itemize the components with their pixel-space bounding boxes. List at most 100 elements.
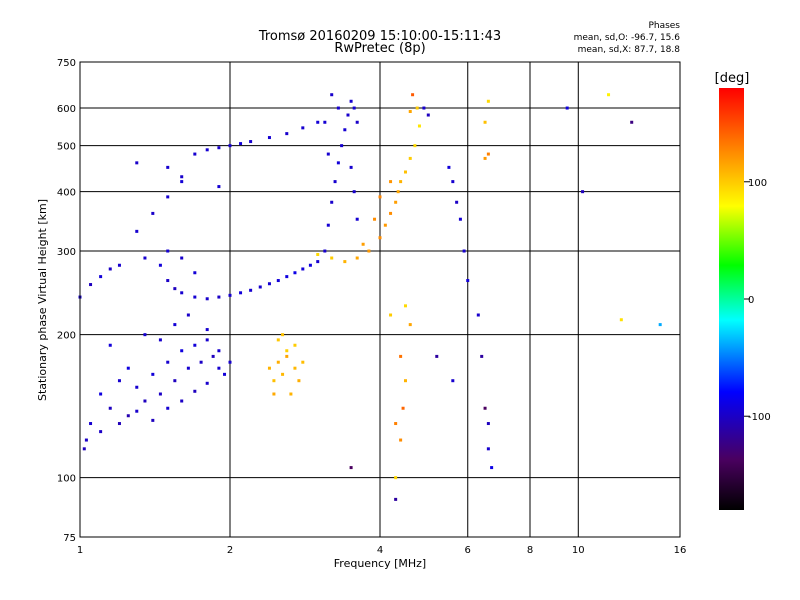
data-point bbox=[326, 152, 330, 156]
data-point bbox=[117, 422, 121, 426]
data-point bbox=[340, 144, 344, 148]
data-point bbox=[228, 360, 232, 364]
colorbar-tick-label: 100 bbox=[748, 178, 767, 189]
data-point bbox=[607, 93, 611, 97]
data-point bbox=[126, 366, 130, 370]
x-tick-label: 16 bbox=[674, 545, 687, 556]
data-point bbox=[193, 343, 197, 347]
colorbar-ticks: 100 0 -100 bbox=[744, 178, 771, 423]
data-point bbox=[316, 260, 320, 264]
data-point bbox=[173, 287, 177, 291]
data-point bbox=[276, 338, 280, 342]
data-point bbox=[308, 263, 312, 267]
data-point bbox=[217, 366, 221, 370]
data-point bbox=[143, 399, 147, 403]
grid-lines bbox=[80, 62, 680, 537]
y-axis-ticks: 75 100 200 300 400 500 600 750 bbox=[57, 58, 76, 544]
data-point bbox=[199, 360, 203, 364]
data-point bbox=[223, 372, 227, 376]
data-point bbox=[205, 297, 209, 301]
data-point bbox=[217, 295, 221, 299]
data-point bbox=[415, 106, 419, 110]
x-tick-label: 4 bbox=[377, 545, 383, 556]
data-point bbox=[486, 447, 490, 451]
data-point bbox=[158, 392, 162, 396]
data-point bbox=[394, 200, 398, 204]
data-point bbox=[217, 349, 221, 353]
data-point bbox=[483, 406, 487, 410]
data-point bbox=[451, 379, 455, 383]
data-point bbox=[281, 372, 285, 376]
data-point bbox=[205, 148, 209, 152]
data-point bbox=[422, 106, 426, 110]
data-point bbox=[205, 338, 209, 342]
data-point bbox=[389, 313, 393, 317]
data-point bbox=[267, 282, 271, 286]
data-point bbox=[343, 260, 347, 264]
data-point bbox=[462, 249, 466, 253]
data-point bbox=[193, 271, 197, 275]
data-point bbox=[143, 256, 147, 260]
data-point bbox=[135, 409, 139, 413]
data-point bbox=[658, 323, 662, 327]
data-point bbox=[285, 349, 289, 353]
data-point bbox=[166, 195, 170, 199]
data-point bbox=[458, 217, 462, 221]
data-point bbox=[476, 313, 480, 317]
data-point bbox=[205, 328, 209, 332]
data-point bbox=[413, 144, 417, 148]
data-point bbox=[466, 279, 470, 283]
data-point bbox=[186, 313, 190, 317]
data-point bbox=[166, 249, 170, 253]
data-point bbox=[396, 190, 400, 194]
data-point bbox=[193, 295, 197, 299]
x-tick-label: 10 bbox=[572, 545, 585, 556]
colorbar-tick-label: 0 bbox=[748, 295, 754, 306]
x-tick-label: 1 bbox=[77, 545, 83, 556]
data-point bbox=[486, 422, 490, 426]
phases-legend: Phases mean, sd,O: -96.7, 15.6 mean, sd,… bbox=[574, 20, 680, 56]
data-point bbox=[367, 249, 371, 253]
y-axis-label: Stationary phase Virtual Height [km] bbox=[36, 199, 49, 401]
data-point bbox=[239, 291, 243, 295]
data-point bbox=[276, 279, 280, 283]
data-point bbox=[301, 126, 305, 130]
data-point bbox=[151, 372, 155, 376]
data-point bbox=[89, 422, 93, 426]
data-points bbox=[78, 93, 662, 501]
data-point bbox=[411, 93, 415, 97]
data-point bbox=[217, 146, 221, 150]
data-point bbox=[355, 256, 359, 260]
colorbar bbox=[719, 88, 744, 510]
data-point bbox=[293, 343, 297, 347]
data-point bbox=[483, 156, 487, 160]
data-point bbox=[249, 140, 253, 144]
data-point bbox=[267, 366, 271, 370]
data-point bbox=[316, 252, 320, 256]
phases-heading: Phases bbox=[648, 21, 680, 31]
data-point bbox=[399, 438, 403, 442]
data-point bbox=[378, 195, 382, 199]
data-point bbox=[483, 120, 487, 124]
data-point bbox=[330, 256, 334, 260]
data-point bbox=[389, 180, 393, 184]
data-point bbox=[480, 354, 484, 358]
data-point bbox=[272, 379, 276, 383]
data-point bbox=[117, 263, 121, 267]
data-point bbox=[205, 381, 209, 385]
data-point bbox=[297, 379, 301, 383]
data-point bbox=[117, 379, 121, 383]
data-point bbox=[281, 333, 285, 337]
data-point bbox=[135, 161, 139, 165]
data-point bbox=[272, 392, 276, 396]
data-point bbox=[186, 366, 190, 370]
data-point bbox=[355, 217, 359, 221]
data-point bbox=[361, 242, 365, 246]
data-point bbox=[151, 211, 155, 215]
data-point bbox=[326, 223, 330, 227]
colorbar-tick-label: -100 bbox=[748, 412, 771, 423]
data-point bbox=[82, 447, 86, 451]
data-point bbox=[135, 229, 139, 233]
data-point bbox=[285, 354, 289, 358]
data-point bbox=[99, 430, 103, 434]
